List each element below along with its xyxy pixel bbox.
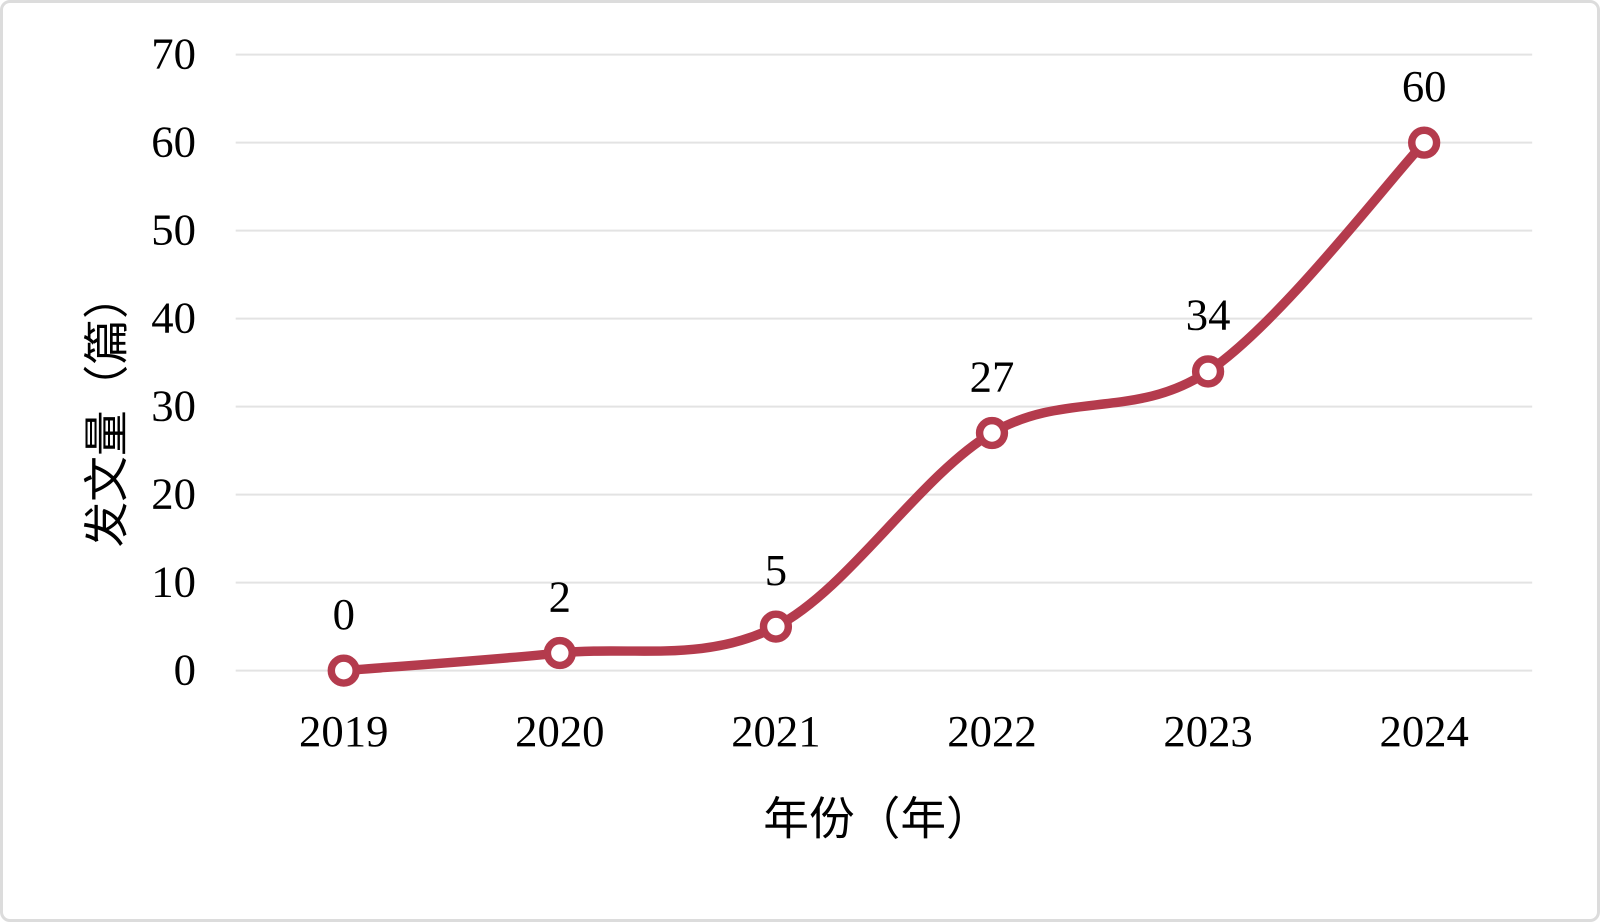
data-point-markers xyxy=(327,126,1441,687)
data-point-marker xyxy=(1191,355,1225,388)
x-tick-label: 2021 xyxy=(731,706,820,756)
x-tick-label: 2019 xyxy=(299,706,388,756)
data-labels: 0 2 5 27 34 60 xyxy=(333,61,1447,639)
x-tick-label: 2022 xyxy=(947,706,1036,756)
data-point-marker xyxy=(327,654,360,687)
x-tick-label: 2024 xyxy=(1379,706,1468,756)
x-axis-tick-labels: 2019 2020 2021 2022 2023 2024 xyxy=(299,706,1469,756)
y-axis-tick-labels: 0 10 20 30 40 50 60 70 xyxy=(151,29,196,695)
data-point-marker xyxy=(759,610,793,643)
data-label: 2 xyxy=(549,571,571,621)
y-tick-label: 70 xyxy=(151,29,196,79)
y-tick-label: 50 xyxy=(151,205,196,255)
y-tick-label: 60 xyxy=(151,117,196,167)
data-label: 5 xyxy=(765,545,787,595)
y-tick-label: 40 xyxy=(151,293,196,343)
data-point-marker xyxy=(1408,126,1441,159)
data-point-marker xyxy=(543,636,576,670)
data-label: 34 xyxy=(1186,290,1231,340)
x-tick-label: 2020 xyxy=(515,706,604,756)
y-tick-label: 10 xyxy=(151,557,196,607)
y-tick-label: 0 xyxy=(174,645,196,695)
gridlines xyxy=(235,53,1533,672)
y-axis-title: 发文量（篇） xyxy=(81,273,132,547)
data-label: 0 xyxy=(333,589,355,639)
x-tick-label: 2023 xyxy=(1163,706,1252,756)
data-point-marker xyxy=(975,416,1009,450)
data-label: 27 xyxy=(970,351,1015,401)
data-label: 60 xyxy=(1402,61,1447,111)
x-axis-title: 年份（年） xyxy=(763,794,991,845)
y-tick-label: 20 xyxy=(151,469,196,519)
y-tick-label: 30 xyxy=(151,381,196,431)
